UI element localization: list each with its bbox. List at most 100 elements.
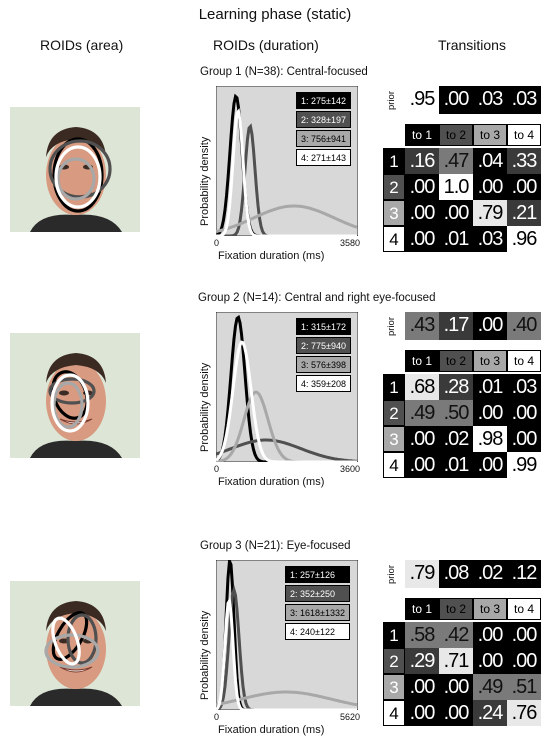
prior-cell: .08	[439, 560, 473, 588]
row-label-2: 2	[383, 174, 405, 200]
transition-cell: .00	[507, 426, 541, 452]
x-max-tick: 3600	[340, 464, 361, 474]
shirt-shape	[30, 214, 122, 232]
transition-cell: .00	[507, 622, 541, 648]
column-header-area: ROIDs (area)	[40, 37, 124, 53]
transition-cell: .01	[439, 452, 473, 478]
prior-cell: .00	[439, 86, 473, 114]
hair-shape	[46, 601, 106, 631]
row-label-4: 4	[383, 226, 405, 252]
legend-entry-roid-1: 1: 257±126	[285, 566, 350, 583]
transition-cell: .98	[473, 426, 507, 452]
transition-cell: .00	[507, 174, 541, 200]
y-axis-label: Probability density	[199, 136, 211, 226]
x-axis-label: Fixation duration (ms)	[218, 476, 325, 488]
roid-3-ellipse	[56, 157, 96, 201]
x-axis-label: Fixation duration (ms)	[218, 724, 325, 736]
prior-cell: .02	[473, 560, 507, 588]
transition-header-to-1: to 1	[405, 598, 439, 620]
duration-legend: 1: 275±142 2: 328±197 3: 756±941 4: 271±143	[296, 92, 351, 168]
transition-cell: .21	[507, 200, 541, 226]
x-min-tick: 0	[214, 238, 220, 248]
transition-header-to-3: to 3	[473, 350, 507, 372]
roid-4-ellipse	[50, 373, 90, 433]
row-label-3: 3	[383, 200, 405, 226]
column-header-transitions: Transitions	[438, 37, 506, 53]
density-curve-roid-3	[215, 690, 358, 707]
face-image	[10, 107, 140, 232]
legend-entry-roid-3: 3: 1618±1332	[285, 604, 350, 621]
left-eye-shape	[59, 390, 69, 396]
row-label-4: 4	[383, 452, 405, 478]
transition-cell: .24	[473, 700, 507, 726]
transition-header-to-3: to 3	[473, 598, 507, 620]
transition-cell: .00	[405, 226, 439, 252]
transition-header-to-2: to 2	[439, 350, 473, 372]
prior-label: prior	[386, 564, 397, 584]
roid-3-ellipse	[52, 381, 84, 429]
shirt-shape	[30, 688, 122, 706]
transition-cell: .00	[405, 674, 439, 700]
row-label-3: 3	[383, 674, 405, 700]
transition-cell: .47	[439, 148, 473, 174]
transition-cell: .00	[439, 674, 473, 700]
legend-entry-roid-3: 3: 756±941	[296, 130, 351, 147]
transition-cell: .03	[473, 226, 507, 252]
transition-header-to-4: to 4	[507, 598, 541, 620]
transition-cell: .29	[405, 648, 439, 674]
group-title: Group 3 (N=21): Eye-focused	[200, 540, 351, 552]
transition-cell: .03	[507, 374, 541, 400]
transition-cell: .00	[405, 426, 439, 452]
legend-entry-roid-1: 1: 315±172	[296, 318, 351, 335]
transition-cell: .00	[473, 452, 507, 478]
x-axis-label: Fixation duration (ms)	[218, 250, 325, 262]
transition-cell: .76	[507, 700, 541, 726]
legend-entry-roid-2: 2: 352±250	[285, 585, 350, 602]
transition-header-to-1: to 1	[405, 350, 439, 372]
face-image	[10, 581, 140, 706]
transition-cell: .00	[439, 700, 473, 726]
roid-1-ellipse	[52, 137, 104, 213]
transition-cell: .00	[473, 648, 507, 674]
column-header-duration: ROIDs (duration)	[213, 37, 319, 53]
density-curve-roid-2	[215, 438, 358, 463]
prior-label: prior	[386, 90, 397, 110]
transition-header-to-4: to 4	[507, 124, 541, 146]
legend-entry-roid-2: 2: 775±940	[296, 337, 351, 354]
row-label-2: 2	[383, 400, 405, 426]
transition-cell: .00	[473, 400, 507, 426]
transition-cell: .00	[405, 700, 439, 726]
transition-header-to-1: to 1	[405, 124, 439, 146]
row-label-2: 2	[383, 648, 405, 674]
face-photo-drawing	[10, 333, 140, 458]
transition-cell: .28	[439, 374, 473, 400]
transition-cell: .51	[507, 674, 541, 700]
legend-entry-roid-4: 4: 359±208	[296, 375, 351, 392]
y-axis-label: Probability density	[199, 610, 211, 700]
transition-cell: .42	[439, 622, 473, 648]
prior-cell: .43	[405, 312, 439, 340]
transition-cell: .33	[507, 148, 541, 174]
transition-cell: .71	[439, 648, 473, 674]
row-label-4: 4	[383, 700, 405, 726]
hair-shape	[46, 353, 106, 383]
transition-cell: .00	[405, 200, 439, 226]
transition-cell: .00	[405, 452, 439, 478]
roid-4-ellipse	[51, 616, 81, 666]
transition-cell: .68	[405, 374, 439, 400]
face-image	[10, 333, 140, 458]
transition-cell: .00	[473, 174, 507, 200]
prior-cell: .00	[473, 312, 507, 340]
prior-cell: .79	[405, 560, 439, 588]
face-photo-drawing	[10, 107, 140, 232]
density-curve-roid-3	[215, 204, 358, 233]
group-title: Group 2 (N=14): Central and right eye-fo…	[198, 292, 436, 304]
x-max-tick: 5620	[340, 712, 361, 722]
roid-2-ellipse	[48, 377, 96, 405]
legend-entry-roid-3: 3: 576±398	[296, 356, 351, 373]
prior-cell: .17	[439, 312, 473, 340]
roid-3-ellipse	[44, 633, 100, 669]
prior-cell: .03	[473, 86, 507, 114]
transition-cell: .00	[439, 200, 473, 226]
prior-cell: .40	[507, 312, 541, 340]
